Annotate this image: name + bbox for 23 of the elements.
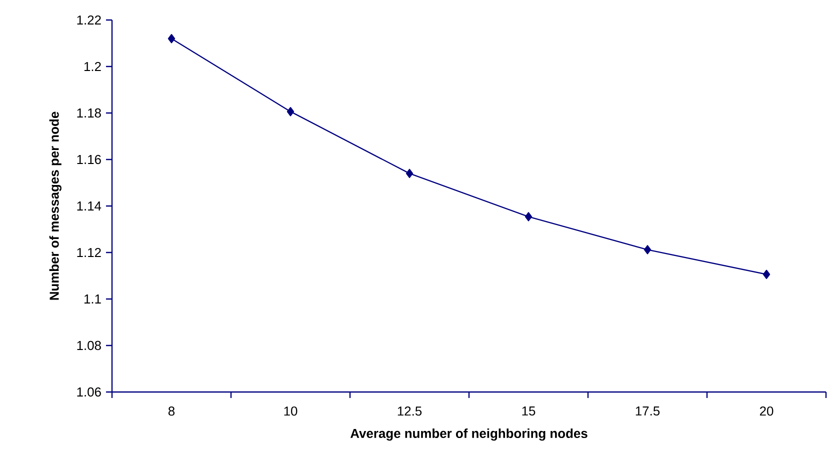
point [406,168,414,178]
x-tick-label: 10 [284,406,298,416]
point [644,245,652,254]
y-tick-label: 1.22 [77,15,101,25]
y-tick-label: 1.06 [77,387,101,397]
point [762,270,770,279]
x-tick-label: 15 [522,406,536,416]
point [524,212,532,222]
point [286,106,294,116]
y-tick-label: 1.1 [84,294,101,304]
y-tick-label: 1.2 [84,62,101,72]
y-tick-label: 1.08 [77,340,101,350]
x-axis-title: Average number of neighboring nodes [350,428,588,441]
x-tick-label: 17.5 [636,406,660,416]
x-tick-label: 12.5 [398,406,422,416]
y-tick-label: 1.16 [77,154,101,164]
x-tick-label: 20 [760,406,774,416]
y-tick-label: 1.14 [77,202,102,210]
point [168,34,176,44]
y-tick-label: 1.18 [77,108,101,118]
x-tick-label: 8 [168,406,175,416]
y-tick-label: 1.12 [77,248,101,258]
y-axis-title: Number of messages per node [49,112,62,300]
